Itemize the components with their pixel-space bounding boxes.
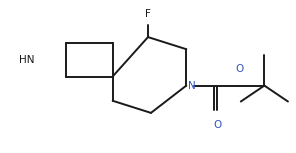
Text: O: O (235, 64, 243, 74)
Text: F: F (145, 9, 151, 19)
Text: N: N (188, 81, 196, 91)
Text: O: O (213, 120, 221, 131)
Text: HN: HN (19, 55, 35, 65)
